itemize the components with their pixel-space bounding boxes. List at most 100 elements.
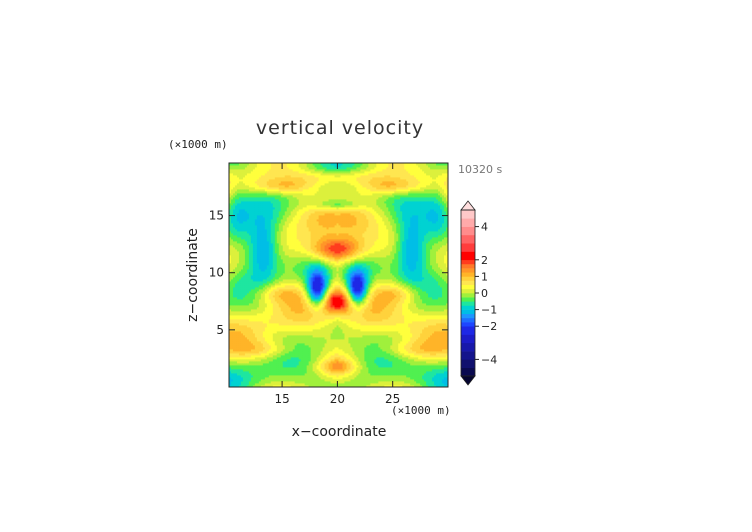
field-cell	[400, 345, 403, 348]
field-cell	[240, 305, 244, 308]
field-cell	[302, 383, 306, 386]
field-cell	[246, 353, 250, 356]
field-cell	[290, 353, 294, 356]
field-cell	[412, 347, 415, 350]
field-cell	[370, 303, 373, 306]
field-cell	[440, 353, 443, 356]
field-cell	[248, 373, 252, 376]
field-cell	[300, 327, 304, 330]
field-cell	[394, 311, 397, 314]
field-cell	[400, 327, 403, 330]
field-cell	[344, 315, 347, 318]
field-cell	[412, 325, 415, 328]
field-cell	[424, 351, 427, 354]
field-cell	[396, 365, 399, 368]
field-cell	[306, 331, 310, 334]
field-cell	[274, 385, 278, 387]
field-cell	[402, 379, 405, 382]
field-cell	[320, 305, 323, 308]
field-cell	[360, 351, 363, 354]
field-cell	[334, 311, 337, 314]
field-cell	[290, 347, 294, 350]
field-cell	[380, 323, 383, 326]
field-cell	[352, 303, 355, 306]
field-cell	[444, 331, 447, 334]
field-cell	[426, 343, 429, 346]
field-cell	[262, 301, 266, 304]
field-cell	[304, 335, 308, 338]
field-cell	[406, 321, 409, 324]
field-cell	[346, 377, 349, 380]
field-cell	[390, 359, 393, 362]
field-cell	[366, 309, 369, 312]
field-cell	[426, 321, 429, 324]
field-cell	[258, 349, 262, 352]
field-cell	[252, 371, 256, 374]
field-cell	[272, 377, 276, 380]
field-cell	[378, 375, 381, 378]
field-cell	[356, 317, 359, 320]
field-cell	[258, 371, 262, 374]
field-cell	[406, 375, 409, 378]
field-cell	[312, 351, 316, 354]
field-cell	[334, 337, 337, 340]
field-cell	[390, 301, 393, 304]
field-cell	[344, 321, 347, 324]
field-cell	[244, 345, 248, 348]
field-cell	[292, 361, 296, 364]
field-cell	[266, 381, 270, 384]
field-cell	[292, 303, 296, 306]
field-cell	[272, 381, 276, 384]
field-cell	[384, 333, 387, 336]
field-cell	[286, 357, 290, 360]
field-cell	[416, 365, 419, 368]
field-cell	[298, 339, 302, 342]
field-cell	[230, 371, 234, 374]
field-cell	[432, 305, 435, 308]
field-cell	[366, 307, 369, 310]
field-cell	[236, 339, 240, 342]
field-cell	[442, 301, 445, 304]
field-cell	[274, 377, 278, 380]
field-cell	[262, 321, 266, 324]
field-cell	[312, 357, 316, 360]
field-cell	[424, 333, 427, 336]
field-cell	[426, 299, 429, 302]
field-cell	[424, 371, 427, 374]
field-cell	[290, 363, 294, 366]
field-cell	[378, 309, 381, 312]
field-cell	[362, 321, 365, 324]
field-cell	[324, 347, 327, 350]
field-cell	[248, 331, 252, 334]
field-cell	[252, 377, 256, 380]
field-cell	[378, 305, 381, 308]
field-cell	[344, 301, 347, 304]
field-cell	[312, 381, 316, 384]
field-cell	[238, 333, 242, 336]
field-cell	[256, 357, 260, 360]
field-cell	[328, 347, 331, 350]
field-cell	[234, 371, 238, 374]
field-cell	[428, 319, 431, 322]
field-cell	[272, 337, 276, 340]
field-cell	[330, 381, 333, 384]
field-cell	[296, 371, 300, 374]
field-cell	[384, 331, 387, 334]
field-cell	[308, 361, 312, 364]
field-cell	[304, 361, 308, 364]
field-cell	[298, 371, 302, 374]
field-cell	[418, 329, 421, 332]
field-cell	[334, 373, 337, 376]
field-cell	[306, 327, 310, 330]
field-cell	[318, 385, 321, 387]
field-cell	[378, 339, 381, 342]
field-cell	[392, 299, 395, 302]
field-cell	[229, 375, 232, 378]
field-cell	[256, 345, 260, 348]
field-cell	[302, 345, 306, 348]
field-cell	[348, 383, 351, 386]
field-cell	[378, 311, 381, 314]
field-cell	[388, 383, 391, 386]
field-cell	[316, 371, 319, 374]
field-cell	[420, 375, 423, 378]
